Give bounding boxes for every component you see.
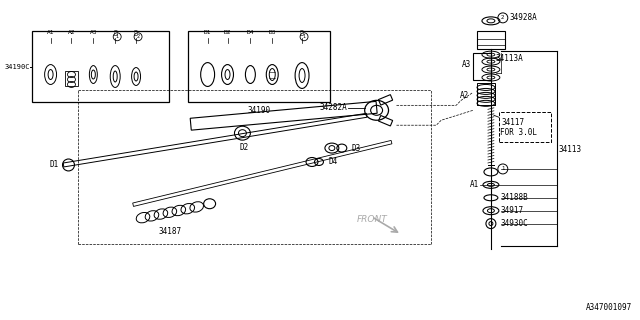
- Text: ②: ②: [134, 30, 138, 36]
- Text: 34113: 34113: [559, 145, 582, 154]
- Text: FRONT: FRONT: [356, 215, 387, 224]
- Bar: [32, 31, 169, 102]
- Text: A2: A2: [68, 30, 76, 35]
- Bar: [65, 70, 79, 86]
- Text: 34917: 34917: [501, 206, 524, 215]
- Text: D2: D2: [224, 30, 231, 35]
- Text: 2: 2: [501, 15, 504, 20]
- Text: 34190: 34190: [247, 106, 270, 115]
- Text: D1: D1: [204, 30, 211, 35]
- Text: FOR 3.0L: FOR 3.0L: [500, 128, 537, 137]
- Text: D4: D4: [329, 157, 338, 166]
- Text: 34113A: 34113A: [496, 54, 524, 63]
- Text: 34187: 34187: [158, 227, 181, 236]
- Text: A347001097: A347001097: [586, 303, 632, 312]
- Text: 34282A: 34282A: [319, 103, 347, 112]
- Bar: [477, 84, 495, 105]
- Text: ①: ①: [300, 30, 304, 36]
- Text: 34190C: 34190C: [4, 64, 29, 69]
- Text: A3: A3: [90, 30, 97, 35]
- Text: A3: A3: [462, 60, 471, 69]
- Bar: [473, 53, 491, 81]
- Text: D1: D1: [49, 160, 58, 170]
- Text: D4: D4: [246, 30, 254, 35]
- Text: ①: ①: [113, 30, 117, 36]
- Text: A1: A1: [47, 30, 54, 35]
- Text: 1: 1: [303, 34, 306, 39]
- Text: D3: D3: [352, 144, 361, 153]
- Text: 34928A: 34928A: [510, 13, 538, 22]
- Text: 34117: 34117: [502, 118, 525, 127]
- Text: A2: A2: [460, 91, 469, 100]
- Text: A1: A1: [470, 180, 479, 189]
- Bar: [499, 112, 550, 142]
- Bar: [477, 31, 505, 49]
- Text: 1: 1: [501, 166, 504, 172]
- Bar: [188, 31, 330, 102]
- Text: 1: 1: [116, 34, 119, 39]
- Text: 2: 2: [136, 34, 140, 39]
- Text: D2: D2: [240, 143, 249, 152]
- Text: D3: D3: [269, 30, 276, 35]
- Text: 34930C: 34930C: [501, 219, 529, 228]
- Text: 34188B: 34188B: [501, 193, 529, 202]
